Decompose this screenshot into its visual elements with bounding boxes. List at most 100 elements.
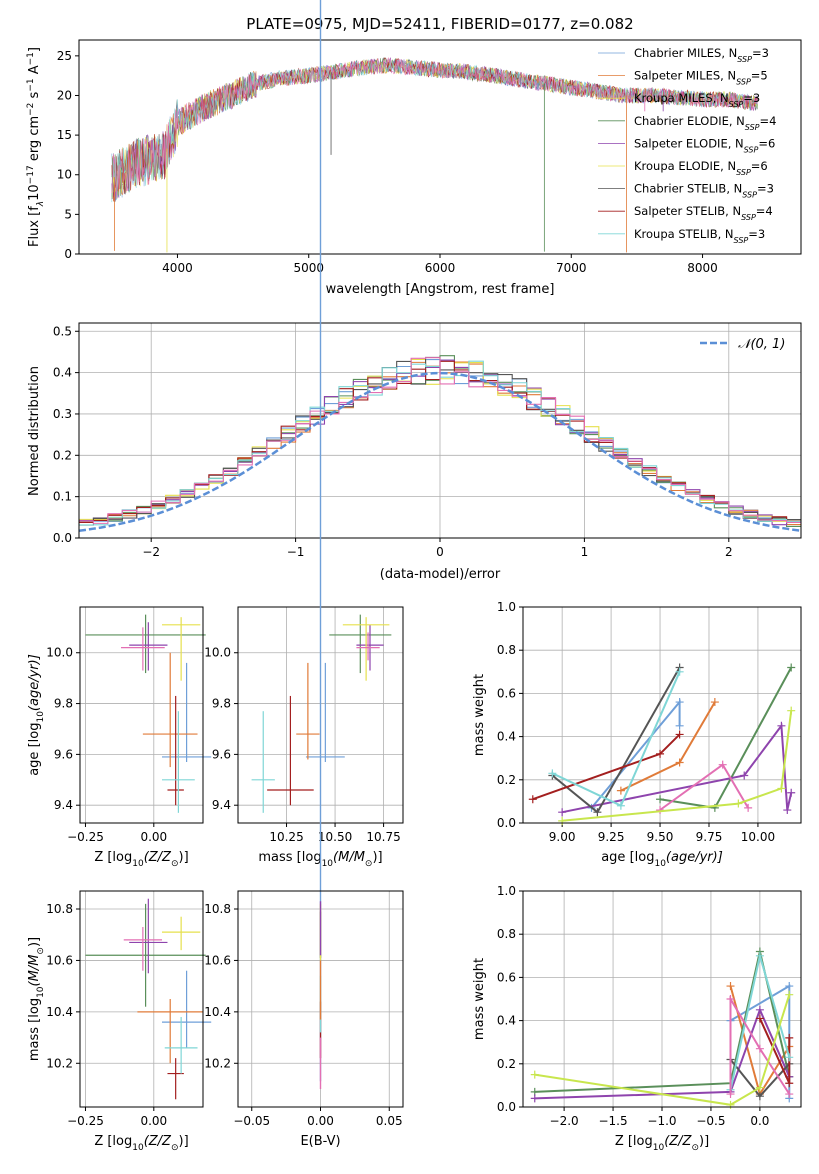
x-tick-label: 9.00 <box>549 830 576 844</box>
weight-marker <box>675 698 684 707</box>
y-tick-label: 9.4 <box>212 798 231 812</box>
weight-marker <box>528 795 537 804</box>
weight-marker <box>726 1100 735 1109</box>
weight-marker <box>785 990 794 999</box>
weight-marker <box>616 786 625 795</box>
panel-xlabel: E(B-V) <box>300 1134 340 1149</box>
weight-marker <box>530 1070 539 1079</box>
axes-frame <box>522 606 802 824</box>
y-tick-label: 10.2 <box>204 1056 231 1070</box>
histogram-legend: 𝒩(0, 1) <box>700 337 785 352</box>
x-tick-label: −0.5 <box>696 1114 725 1128</box>
legend-label: Salpeter MILES, NSSP=5 <box>634 69 768 87</box>
y-tick-label: 0.3 <box>53 407 72 421</box>
y-tick-label: 0.2 <box>497 773 516 787</box>
x-tick-label: 6000 <box>425 261 456 275</box>
weight-marker <box>785 1033 794 1042</box>
weight-marker <box>740 771 749 780</box>
y-tick-label: 20 <box>57 88 72 102</box>
x-tick-label: 2 <box>725 545 733 559</box>
x-tick-label: 10.50 <box>318 830 352 844</box>
weight-marker <box>755 1005 764 1014</box>
weight-marker <box>787 706 796 715</box>
histogram-step <box>79 357 801 524</box>
weight-age-panel: 9.00 9.25 9.50 9.75 10.00 0.0 0.2 0.4 0.6 0.8 1.0 a… <box>472 600 802 869</box>
legend-label: Kroupa STELIB, NSSP=3 <box>634 227 765 245</box>
weight-marker <box>777 721 786 730</box>
x-tick-label: 7000 <box>556 261 587 275</box>
weight-marker <box>718 760 727 769</box>
legend-label: Salpeter ELODIE, NSSP=6 <box>634 136 775 154</box>
y-tick-label: 0.4 <box>497 730 516 744</box>
y-tick-label: 10.6 <box>204 953 231 967</box>
weight-marker <box>726 995 735 1003</box>
axes-frame <box>522 890 802 1108</box>
histogram-steps <box>79 355 801 533</box>
weight-z-panel: −2.0 −1.5 −1.0 −0.5 0.0 0.0 0.2 0.4 0.6 0.8 1.0 Z [… <box>472 884 802 1153</box>
spectrum-lines <box>111 56 758 253</box>
weight-marker <box>548 769 557 778</box>
x-tick-label: 0.00 <box>140 830 167 844</box>
weight-marker <box>755 1014 764 1023</box>
x-tick-label: −0.25 <box>67 830 104 844</box>
x-tick-label: −0.05 <box>233 1114 270 1128</box>
x-tick-label: 10.75 <box>366 830 400 844</box>
axes-frame <box>79 890 204 1108</box>
weight-line <box>729 995 791 1095</box>
y-tick-label: 9.6 <box>54 747 73 761</box>
y-tick-label: 10.0 <box>46 646 73 660</box>
x-tick-label: 0.00 <box>140 1114 167 1128</box>
weight-marker <box>710 698 719 707</box>
spectrum-panel: PLATE=0975, MJD=52411, FIBERID=0177, z=0… <box>26 15 802 297</box>
legend-label: Chabrier ELODIE, NSSP=4 <box>634 114 776 132</box>
ebv-mass-panel: −0.05 0.00 0.05 10.2 10.4 10.6 10.8 E(B-V) <box>204 0 404 1149</box>
panel-ylabel: mass weight <box>472 674 487 756</box>
panel-xlabel: Z [log10(Z/Z⊙)] <box>94 1134 188 1153</box>
y-tick-label: 0.8 <box>497 643 516 657</box>
weight-marker <box>726 1090 735 1099</box>
weight-marker <box>558 808 567 817</box>
y-tick-label: 1.0 <box>497 884 516 898</box>
weight-marker <box>675 667 684 676</box>
weight-marker <box>783 806 792 815</box>
weight-line <box>562 710 793 822</box>
x-tick-label: 0.05 <box>376 1114 403 1128</box>
weight-marker <box>755 1092 764 1101</box>
panel-xlabel: age [log10(age/yr)] <box>601 850 723 869</box>
x-tick-label: 1 <box>581 545 589 559</box>
weight-marker <box>785 1090 794 1099</box>
weight-line <box>551 667 681 814</box>
x-tick-label: 10.25 <box>269 830 303 844</box>
weight-line <box>534 994 791 1106</box>
weight-marker <box>656 749 665 758</box>
weight-marker <box>593 808 602 817</box>
weight-marker <box>785 1053 794 1062</box>
y-tick-label: 10.2 <box>46 1056 73 1070</box>
y-tick-label: 0.5 <box>53 324 72 338</box>
weight-marker <box>616 801 625 810</box>
y-tick-label: 5 <box>64 207 72 221</box>
x-tick-label: 9.50 <box>647 830 674 844</box>
spectrum-ylabel: Flux [fλ10−17 erg cm−2 s−1 A−1] <box>26 47 46 247</box>
y-tick-label: 10.4 <box>204 1005 231 1019</box>
axes-frame <box>79 606 204 824</box>
y-tick-label: 15 <box>57 128 72 142</box>
y-tick-label: 25 <box>57 49 72 63</box>
weight-marker <box>726 982 735 991</box>
panel-xlabel: Z [log10(Z/Z⊙)] <box>94 850 188 869</box>
x-tick-label: −2.0 <box>550 1114 579 1128</box>
y-tick-label: 9.8 <box>54 697 73 711</box>
spectrum-frame <box>78 39 802 255</box>
spectrum-title: PLATE=0975, MJD=52411, FIBERID=0177, z=0… <box>246 15 633 33</box>
weight-marker <box>755 951 764 960</box>
x-tick-label: 0.00 <box>307 1114 334 1128</box>
y-tick-label: 0.6 <box>497 970 516 984</box>
y-tick-label: 9.6 <box>212 747 231 761</box>
legend-label: Salpeter STELIB, NSSP=4 <box>634 204 773 222</box>
x-tick-label: 4000 <box>162 261 193 275</box>
weight-marker <box>744 803 753 812</box>
weight-marker <box>785 982 794 991</box>
legend-label: Kroupa ELODIE, NSSP=6 <box>634 159 768 177</box>
weight-marker <box>558 816 567 825</box>
